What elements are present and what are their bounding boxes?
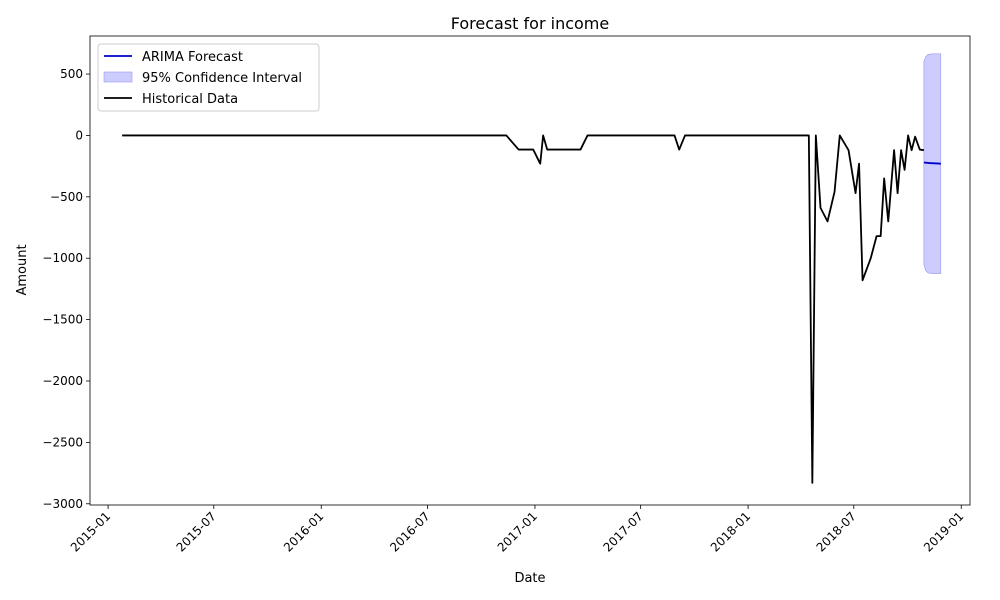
plot-frame <box>89 35 971 506</box>
series-layer <box>122 134 941 484</box>
y-tick-label: −1000 <box>42 251 83 265</box>
x-tick-label: 2016-07 <box>387 509 432 554</box>
legend: ARIMA Forecast 95% Confidence Interval His… <box>97 43 320 112</box>
x-tick-label: 2018-01 <box>708 509 753 554</box>
x-tick-label: 2017-01 <box>495 509 540 554</box>
x-tick-label: 2017-07 <box>600 509 645 554</box>
x-tick-label: 2019-01 <box>921 509 966 554</box>
y-tick-label: −3000 <box>42 497 83 511</box>
forecast-line <box>923 161 941 165</box>
y-tick-label: 0 <box>75 128 83 142</box>
chart-title: Forecast for income <box>451 14 609 33</box>
legend-label: 95% Confidence Interval <box>142 71 302 86</box>
x-axis-label: Date <box>514 571 545 586</box>
legend-label: Historical Data <box>142 92 238 107</box>
y-tick-label: 500 <box>60 67 83 81</box>
y-axis-label: Amount <box>15 244 30 295</box>
y-tick-label: −500 <box>50 190 83 204</box>
x-tick-label: 2015-07 <box>174 509 219 554</box>
legend-label: ARIMA Forecast <box>142 50 243 65</box>
historical-line <box>122 134 925 484</box>
legend-box <box>97 43 320 112</box>
y-tick-label: −1500 <box>42 313 83 327</box>
y-axis: 500 0 −500 −1000 −1500 −2000 −2500 −3000 <box>42 67 90 511</box>
x-tick-label: 2018-07 <box>814 509 859 554</box>
x-tick-label: 2015-01 <box>68 509 113 554</box>
legend-swatch-ci <box>103 71 133 83</box>
plot-area <box>89 35 971 506</box>
y-tick-label: −2500 <box>42 435 83 449</box>
x-tick-label: 2016-01 <box>281 509 326 554</box>
x-axis: 2015-01 2015-07 2016-01 2016-07 2017-01 2017-… <box>68 505 966 555</box>
y-tick-label: −2000 <box>42 374 83 388</box>
